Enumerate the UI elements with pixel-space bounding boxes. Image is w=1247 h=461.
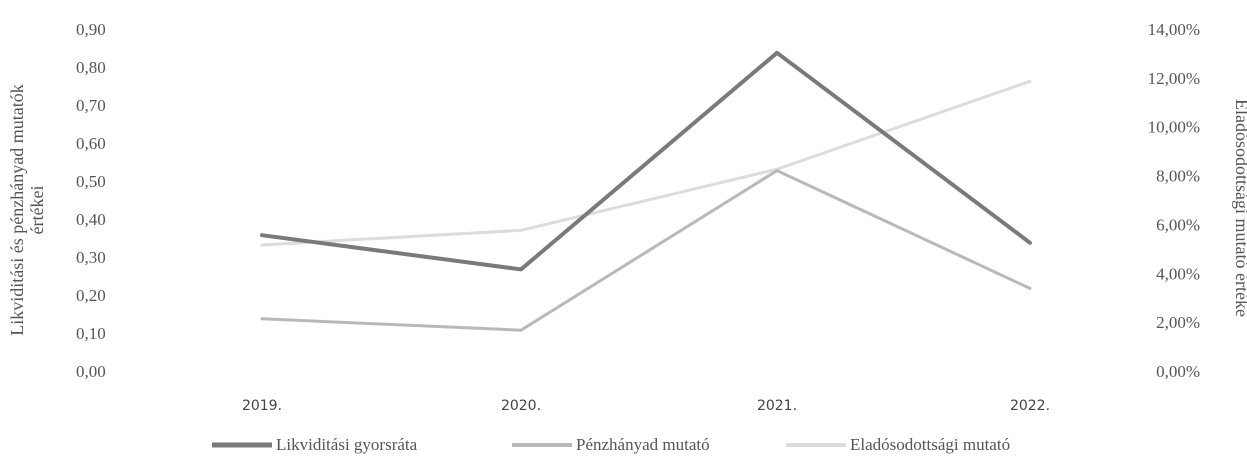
left-axis-title: Likviditási és pénzhányad mutatók értékei	[7, 84, 47, 335]
left-tick-label: 0,80	[76, 58, 106, 77]
left-tick-label: 0,00	[76, 362, 106, 381]
left-tick-label: 0,90	[76, 20, 106, 39]
x-tick-label: 2021.	[757, 398, 797, 414]
right-tick-label: 6,00%	[1156, 215, 1200, 234]
legend-label: Eladósodottsági mutató	[850, 435, 1010, 454]
left-tick-label: 0,10	[76, 324, 106, 343]
left-axis-title-line: Likviditási és pénzhányad mutatók	[7, 84, 27, 335]
left-tick-label: 0,30	[76, 248, 106, 267]
right-tick-label: 10,00%	[1148, 118, 1200, 137]
right-axis-ticks: 0,00% 2,00% 4,00% 6,00% 8,00% 10,00% 12,00% 14,…	[1148, 20, 1200, 381]
left-tick-label: 0,40	[76, 210, 106, 229]
left-tick-label: 0,70	[76, 96, 106, 115]
left-tick-label: 0,20	[76, 286, 106, 305]
series-line-0	[260, 50, 1032, 272]
right-tick-label: 8,00%	[1156, 167, 1200, 186]
right-tick-label: 0,00%	[1156, 362, 1200, 381]
right-tick-label: 12,00%	[1148, 69, 1200, 88]
left-axis-title-line: értékei	[27, 186, 47, 235]
right-axis-title: Eladósodottsági mutató értéke	[1232, 99, 1247, 317]
legend-label: Pénzhányad mutató	[576, 435, 710, 454]
left-tick-label: 0,50	[76, 172, 106, 191]
x-axis-ticks: 2019. 2020. 2021. 2022.	[242, 398, 1050, 414]
x-tick-label: 2019.	[242, 398, 282, 414]
series-line-2	[260, 79, 1032, 247]
series-lines	[260, 50, 1032, 332]
x-tick-label: 2022.	[1010, 398, 1050, 414]
legend: Likviditási gyorsráta Pénzhányad mutató El…	[212, 435, 1010, 454]
series-line-1	[260, 169, 1032, 332]
right-tick-label: 14,00%	[1148, 20, 1200, 39]
legend-label: Likviditási gyorsráta	[276, 435, 418, 454]
left-axis-ticks: 0,00 0,10 0,20 0,30 0,40 0,50 0,60 0,70 0,80 0,90	[76, 20, 106, 381]
right-tick-label: 4,00%	[1156, 264, 1200, 283]
left-tick-label: 0,60	[76, 134, 106, 153]
x-tick-label: 2020.	[501, 398, 541, 414]
right-tick-label: 2,00%	[1156, 313, 1200, 332]
